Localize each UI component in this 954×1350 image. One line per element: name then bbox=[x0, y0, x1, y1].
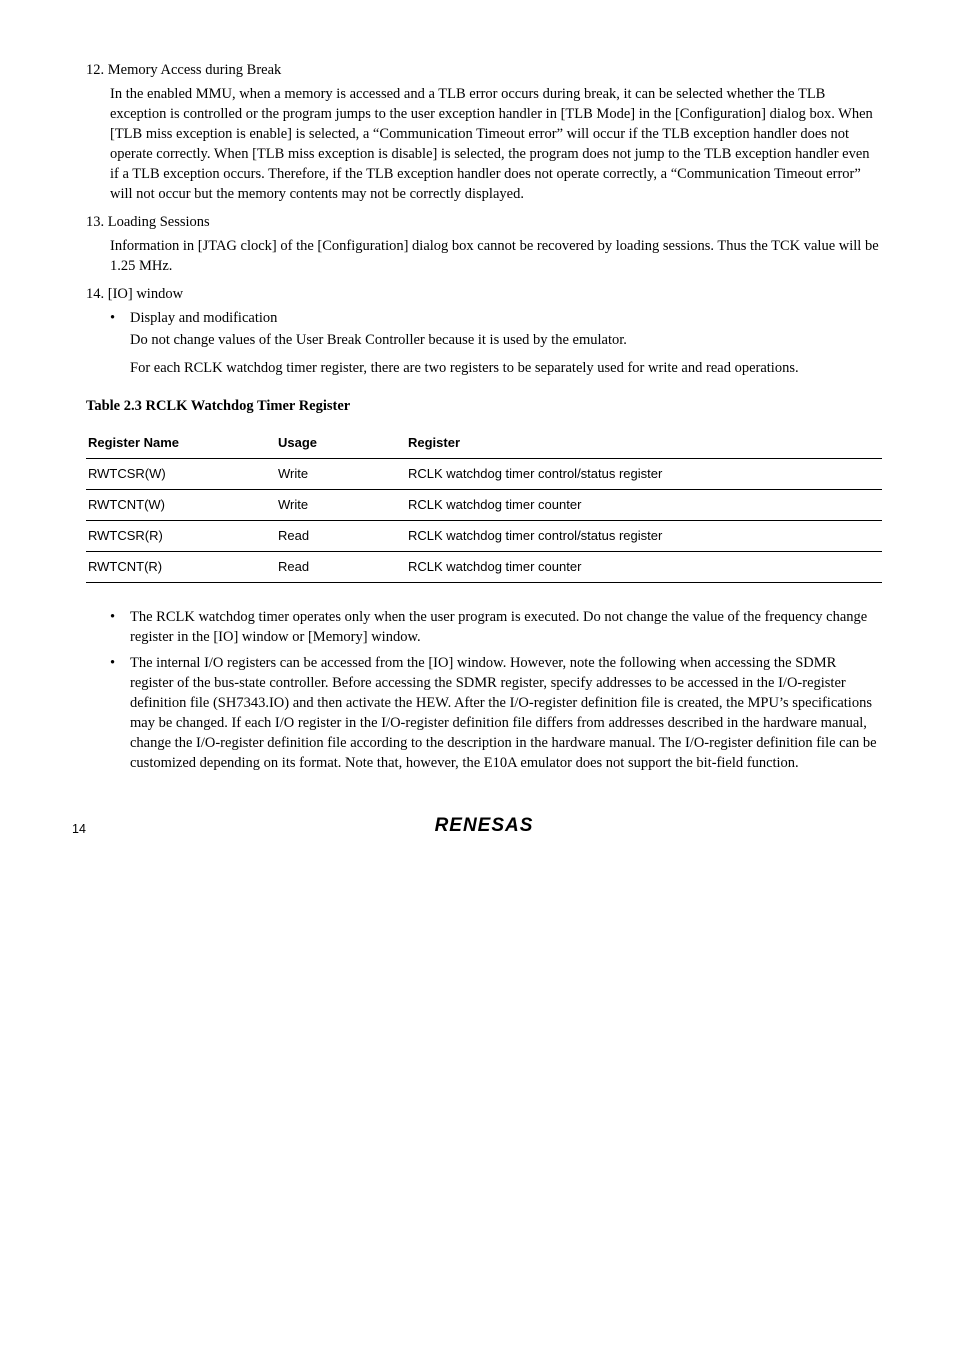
item13-body: Information in [JTAG clock] of the [Conf… bbox=[110, 236, 882, 276]
cell: RWTCNT(R) bbox=[86, 551, 276, 582]
renesas-logo: RENESAS bbox=[86, 813, 882, 839]
table-caption: Table 2.3 RCLK Watchdog Timer Register bbox=[86, 396, 882, 416]
cell: Write bbox=[276, 458, 406, 489]
list-item-13: 13. Loading Sessions bbox=[86, 212, 882, 232]
after-bullet-1: • The RCLK watchdog timer operates only … bbox=[110, 607, 882, 647]
cell: Write bbox=[276, 489, 406, 520]
item14-bullet: • Display and modification bbox=[110, 308, 882, 328]
col-usage: Usage bbox=[276, 428, 406, 458]
item-number: 13. bbox=[86, 214, 104, 230]
table-row: RWTCSR(W) Write RCLK watchdog timer cont… bbox=[86, 458, 882, 489]
table-row: RWTCNT(W) Write RCLK watchdog timer coun… bbox=[86, 489, 882, 520]
col-register: Register bbox=[406, 428, 882, 458]
bullet-text: The RCLK watchdog timer operates only wh… bbox=[130, 607, 882, 647]
page-footer: 14 RENESAS bbox=[86, 813, 882, 839]
after-bullet-2: • The internal I/O registers can be acce… bbox=[110, 653, 882, 773]
item-number: 12. bbox=[86, 62, 104, 78]
table-row: RWTCSR(R) Read RCLK watchdog timer contr… bbox=[86, 520, 882, 551]
item-title: Memory Access during Break bbox=[108, 62, 282, 78]
page-number: 14 bbox=[72, 821, 86, 838]
item14-sub1: Do not change values of the User Break C… bbox=[130, 330, 882, 350]
table-header-row: Register Name Usage Register bbox=[86, 428, 882, 458]
cell: RWTCSR(W) bbox=[86, 458, 276, 489]
bullet-icon: • bbox=[110, 607, 130, 647]
cell: RCLK watchdog timer control/status regis… bbox=[406, 458, 882, 489]
list-item-12: 12. Memory Access during Break bbox=[86, 60, 882, 80]
cell: RCLK watchdog timer control/status regis… bbox=[406, 520, 882, 551]
col-register-name: Register Name bbox=[86, 428, 276, 458]
item-title: Loading Sessions bbox=[108, 214, 210, 230]
bullet-text: The internal I/O registers can be access… bbox=[130, 653, 882, 773]
cell: RWTCSR(R) bbox=[86, 520, 276, 551]
item12-body: In the enabled MMU, when a memory is acc… bbox=[110, 84, 882, 204]
bullet-icon: • bbox=[110, 308, 130, 328]
cell: Read bbox=[276, 551, 406, 582]
cell: RCLK watchdog timer counter bbox=[406, 489, 882, 520]
table-row: RWTCNT(R) Read RCLK watchdog timer count… bbox=[86, 551, 882, 582]
cell: Read bbox=[276, 520, 406, 551]
cell: RCLK watchdog timer counter bbox=[406, 551, 882, 582]
item-title: [IO] window bbox=[108, 286, 183, 302]
list-item-14: 14. [IO] window bbox=[86, 284, 882, 304]
bullet-label: Display and modification bbox=[130, 308, 882, 328]
cell: RWTCNT(W) bbox=[86, 489, 276, 520]
register-table: Register Name Usage Register RWTCSR(W) W… bbox=[86, 428, 882, 583]
item14-sub2: For each RCLK watchdog timer register, t… bbox=[130, 358, 882, 378]
bullet-icon: • bbox=[110, 653, 130, 773]
item-number: 14. bbox=[86, 286, 104, 302]
